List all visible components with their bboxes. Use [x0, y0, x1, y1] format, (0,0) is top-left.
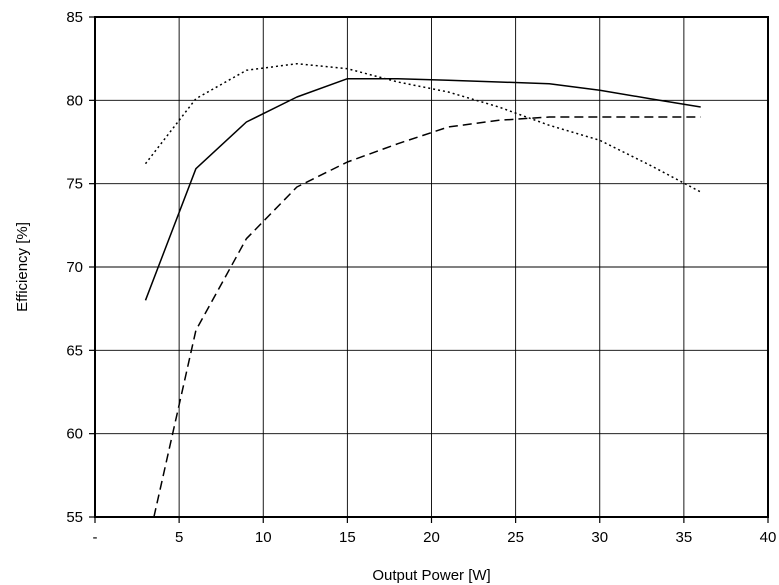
y-tick-label: 60 [66, 426, 83, 443]
y-tick-label: 80 [66, 92, 83, 109]
x-tick-label: 20 [423, 529, 440, 546]
y-tick-label: 70 [66, 259, 83, 276]
series-line-solid [144, 77, 701, 301]
x-tick-label: 35 [676, 529, 693, 546]
x-tick-label: 5 [175, 529, 183, 546]
series-line-dotted [144, 62, 702, 193]
x-axis-label: Output Power [W] [372, 567, 490, 584]
y-axis-label: Efficiency [%] [14, 222, 31, 312]
axis-ticks: - 5 10 15 20 25 30 35 40 55 60 65 70 75 80 85 [66, 9, 776, 546]
x-tick-label: 15 [339, 529, 356, 546]
y-tick-label: 75 [66, 176, 83, 193]
x-tick-label: - [93, 529, 98, 546]
y-tick-label: 55 [66, 509, 83, 526]
x-tick-label: 40 [760, 529, 777, 546]
y-tick-label: 65 [66, 342, 83, 359]
x-tick-label: 30 [591, 529, 608, 546]
y-tick-label: 85 [66, 9, 83, 26]
x-tick-label: 10 [255, 529, 272, 546]
grid-lines [95, 17, 768, 517]
series-layer [144, 62, 702, 518]
series-line-dashed [153, 116, 701, 518]
x-tick-label: 25 [507, 529, 524, 546]
